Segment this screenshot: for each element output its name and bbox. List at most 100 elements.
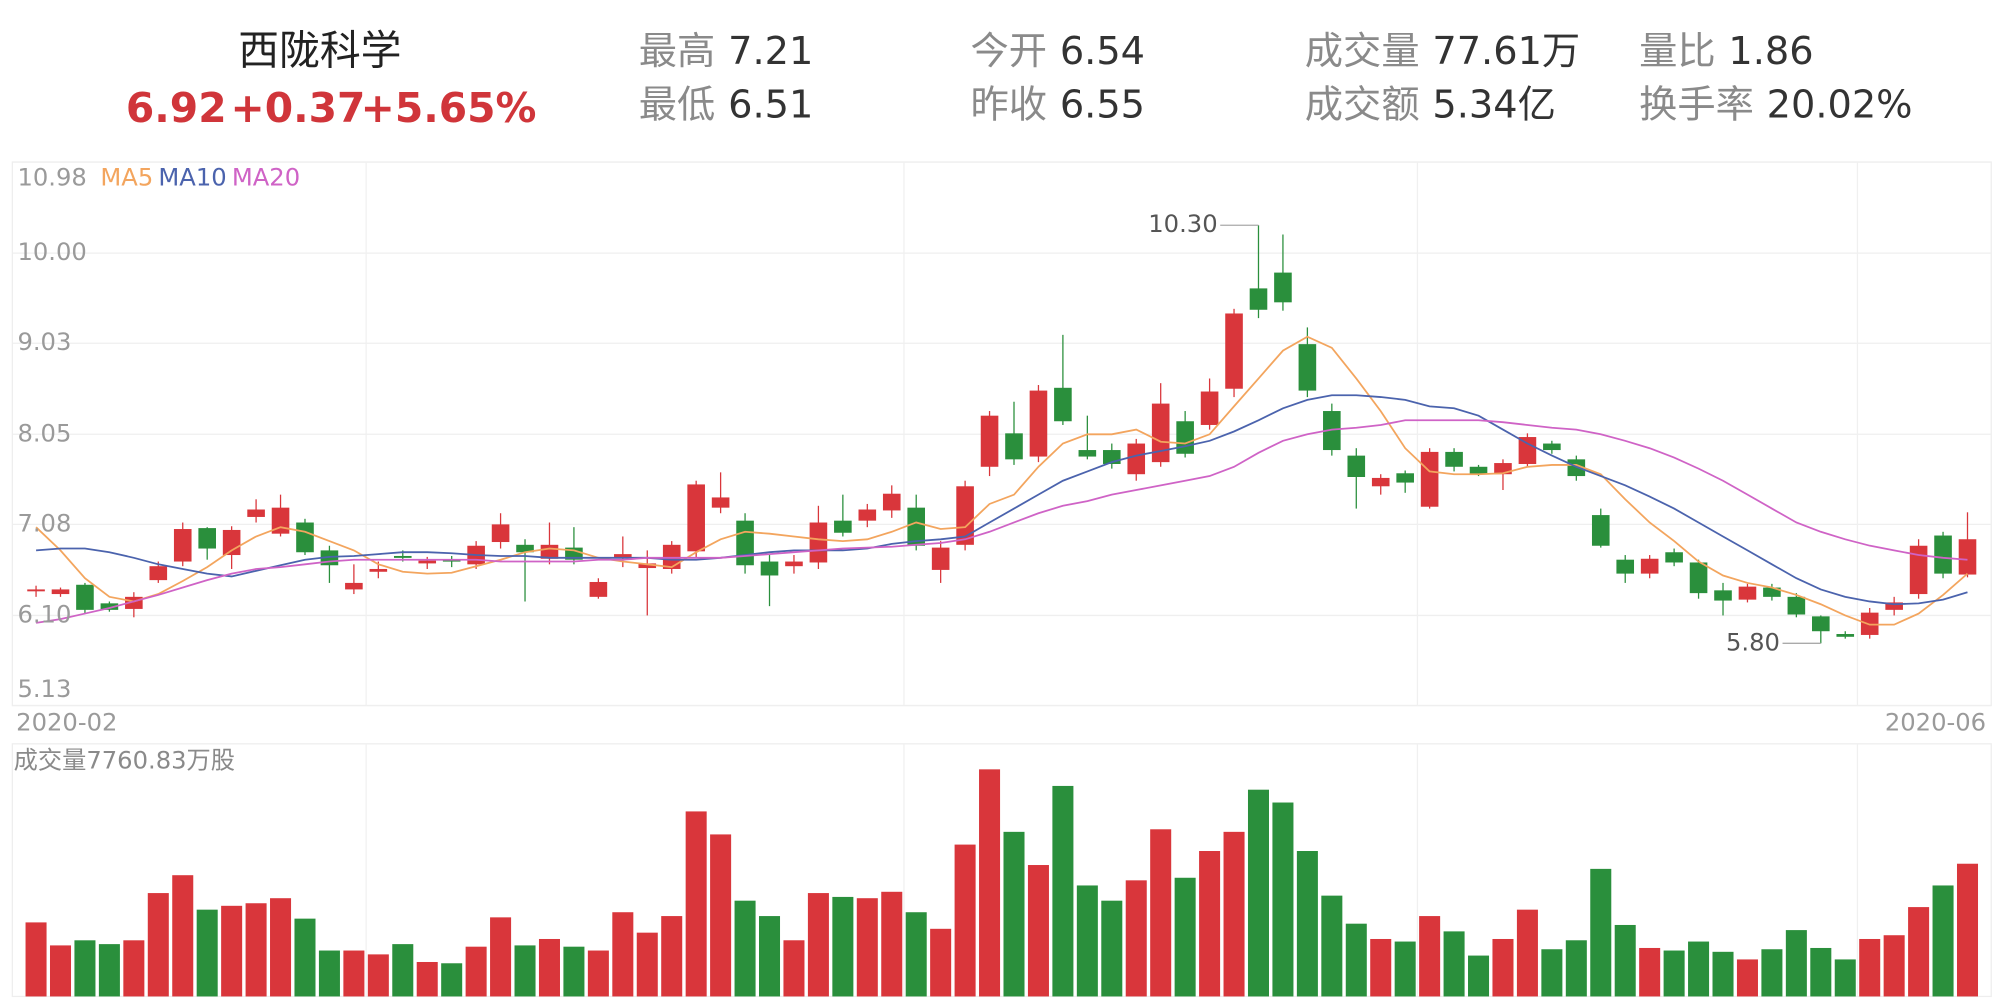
volume-bar bbox=[1003, 831, 1025, 997]
volume-bar bbox=[954, 844, 976, 997]
volume-panel bbox=[11, 743, 1992, 998]
change-pct: +5.65% bbox=[361, 84, 537, 132]
candle-body bbox=[662, 544, 681, 569]
candle-body bbox=[907, 507, 926, 546]
volume-bar bbox=[1688, 941, 1710, 997]
volume-bar bbox=[612, 912, 634, 997]
volume-bar bbox=[490, 917, 512, 997]
candle-body bbox=[858, 509, 877, 521]
stat-value: 7.21 bbox=[728, 29, 813, 74]
volume-bar bbox=[807, 893, 829, 997]
candle-body bbox=[711, 497, 730, 508]
candle-body bbox=[393, 555, 412, 558]
volume-bar bbox=[587, 950, 609, 997]
candle-body bbox=[296, 522, 314, 553]
volume-bar bbox=[1639, 947, 1661, 997]
volume-bar bbox=[1027, 865, 1049, 997]
legend-entry: MA10 bbox=[158, 163, 226, 192]
candle-body bbox=[369, 568, 388, 572]
candle-body bbox=[1445, 451, 1463, 467]
candle-body bbox=[1274, 272, 1292, 303]
volume-bar bbox=[1956, 863, 1979, 997]
volume-bar bbox=[832, 896, 854, 997]
legend-entry: MA20 bbox=[232, 163, 300, 192]
stat-value: 6.55 bbox=[1060, 83, 1145, 128]
volume-bar bbox=[123, 940, 145, 997]
volume-bar bbox=[1174, 877, 1196, 997]
volume-bar bbox=[1370, 938, 1392, 997]
candle-body bbox=[834, 520, 852, 533]
volume-bar bbox=[196, 909, 218, 997]
volume-bar bbox=[1199, 851, 1221, 997]
volume-bar bbox=[1834, 959, 1856, 997]
candle-body bbox=[247, 509, 265, 517]
volume-bar bbox=[734, 900, 756, 997]
stat-label: 成交量 bbox=[1305, 29, 1420, 74]
volume-bar bbox=[1736, 959, 1758, 997]
stat-label: 成交额 bbox=[1305, 83, 1420, 128]
volume-bar bbox=[1296, 851, 1318, 997]
candle-body bbox=[1616, 559, 1635, 574]
candle-body bbox=[931, 547, 950, 570]
candle-body bbox=[956, 486, 974, 545]
candle-body bbox=[491, 524, 510, 543]
volume-bar bbox=[343, 950, 365, 997]
candle-body bbox=[1078, 450, 1097, 457]
candle-body bbox=[1249, 288, 1268, 310]
candle-body bbox=[1371, 477, 1390, 487]
volume-bar bbox=[1590, 868, 1612, 997]
candle-body bbox=[1225, 313, 1243, 389]
candle-body bbox=[198, 528, 216, 549]
candle-body bbox=[345, 582, 363, 590]
stat-value: 5.34亿 bbox=[1432, 83, 1555, 128]
volume-title: 成交量7760.83万股 bbox=[14, 746, 235, 775]
candle-body bbox=[76, 584, 94, 610]
candle-body bbox=[516, 544, 534, 553]
candle-body bbox=[1738, 586, 1757, 600]
volume-bar bbox=[1101, 900, 1123, 997]
volume-bar bbox=[979, 769, 1001, 997]
volume-bar bbox=[49, 945, 72, 997]
candle-body bbox=[418, 560, 437, 564]
candle-body bbox=[736, 520, 754, 566]
y-tick-label: 10.00 bbox=[17, 237, 86, 266]
candle-body bbox=[1689, 562, 1708, 594]
price: 6.92 bbox=[126, 84, 227, 132]
volume-bar bbox=[221, 905, 243, 997]
candle-body bbox=[1787, 596, 1806, 615]
candle-body bbox=[173, 529, 192, 562]
y-tick-label: 7.08 bbox=[17, 508, 71, 537]
candle-body bbox=[1054, 387, 1072, 422]
candle-body bbox=[1812, 616, 1830, 632]
stock-name: 西陇科学 bbox=[238, 27, 401, 75]
candle-body bbox=[27, 589, 45, 592]
volume-bar bbox=[1908, 907, 1930, 997]
candle-body bbox=[1469, 466, 1488, 475]
stat-value: 6.54 bbox=[1060, 29, 1145, 74]
volume-bar bbox=[25, 922, 47, 997]
candle-body bbox=[1347, 455, 1366, 477]
candle-body bbox=[1005, 433, 1023, 460]
volume-bar bbox=[1247, 789, 1270, 997]
stat-label: 最低 bbox=[639, 83, 716, 128]
volume-bar bbox=[636, 932, 658, 997]
min-label: 5.80 bbox=[1726, 627, 1780, 656]
candle-body bbox=[760, 561, 779, 576]
x-tick-label: 2020-06 bbox=[1885, 707, 1986, 736]
volume-bar bbox=[685, 811, 707, 997]
volume-bar bbox=[1810, 947, 1832, 997]
volume-bar bbox=[147, 893, 169, 997]
volume-bar bbox=[1516, 909, 1538, 997]
volume-bar bbox=[98, 944, 120, 997]
candle-body bbox=[1518, 437, 1537, 464]
candle-body bbox=[980, 415, 999, 467]
candle-body bbox=[1763, 587, 1781, 597]
volume-bar bbox=[538, 938, 560, 997]
y-tick-label: 6.10 bbox=[17, 599, 71, 628]
stat-value: 77.61万 bbox=[1432, 29, 1580, 74]
legend-entry: MA5 bbox=[100, 163, 153, 192]
volume-bar bbox=[1565, 940, 1587, 997]
candle-body bbox=[1420, 451, 1439, 507]
volume-bar bbox=[783, 940, 805, 997]
